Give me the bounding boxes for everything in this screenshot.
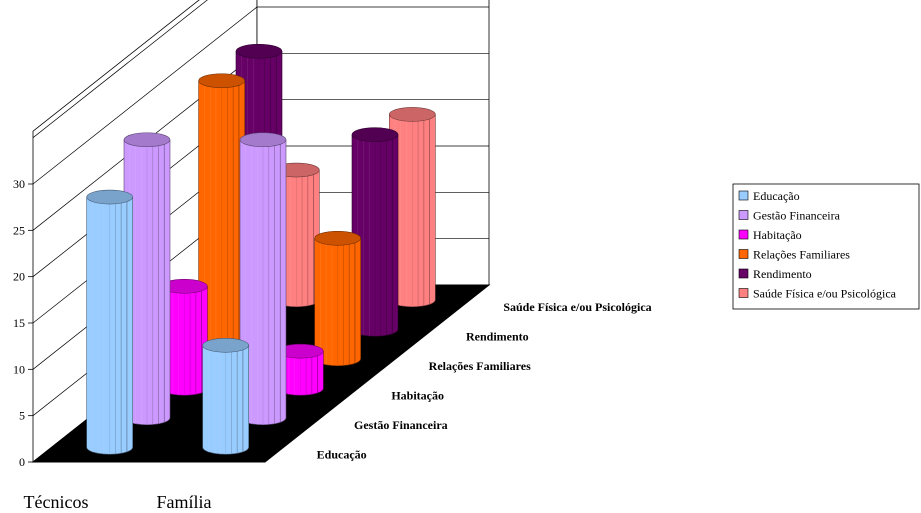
bar	[123, 132, 171, 426]
bar-top	[202, 338, 249, 353]
bar-top	[86, 189, 133, 205]
bar	[202, 338, 249, 455]
series-axis-label: Rendimento	[466, 329, 529, 343]
legend-swatch	[738, 268, 749, 279]
legend-label: Educação	[753, 189, 800, 203]
y-tick-label: 15	[13, 316, 25, 330]
bar	[86, 189, 133, 455]
bar-top	[314, 230, 361, 246]
legend: Educação Gestão Financeira Habitação Relaçõ…	[732, 183, 920, 310]
bar-top	[198, 73, 245, 89]
y-tick-label: 0	[19, 455, 25, 469]
bar-top	[389, 107, 436, 122]
legend-label: Relações Familiares	[753, 248, 850, 262]
y-axis: 0 5 10 15 20 25 30	[13, 177, 33, 469]
bar	[314, 230, 361, 367]
bar	[351, 127, 399, 337]
series-axis-label: Saúde Física e/ou Psicológica	[503, 300, 651, 314]
category-axis: Técnicos Família	[24, 492, 212, 512]
legend-swatch	[738, 288, 749, 298]
legend-label: Habitação	[753, 228, 802, 242]
bar-top	[239, 132, 287, 148]
y-tick-label: 5	[19, 409, 25, 423]
legend-box	[732, 183, 920, 310]
legend-label: Gestão Financeira	[753, 209, 841, 223]
legend-swatch	[738, 190, 749, 201]
bar	[239, 132, 287, 426]
y-tick-label: 20	[13, 270, 25, 284]
category-label: Família	[157, 492, 212, 512]
y-tick-label: 25	[13, 223, 25, 237]
legend-swatch	[738, 210, 749, 220]
legend-swatch	[738, 229, 749, 240]
bar-top	[351, 127, 399, 142]
legend-swatch	[738, 249, 749, 259]
y-tick-label: 30	[13, 177, 25, 191]
bar-top	[235, 43, 283, 59]
bars	[86, 43, 436, 455]
series-axis-label: Relações Familiares	[429, 359, 531, 373]
gridline	[32, 6, 489, 185]
gridline	[32, 0, 208, 138]
series-axis-label: Habitação	[391, 388, 444, 402]
legend-label: Saúde Física e/ou Psicológica	[753, 287, 897, 301]
legend-label: Rendimento	[753, 267, 812, 281]
series-axis: Educação Gestão Financeira Habitação Relaçõ…	[317, 300, 652, 462]
series-axis-label: Educação	[317, 447, 367, 461]
bar-top	[123, 132, 171, 148]
category-label: Técnicos	[24, 492, 89, 512]
series-axis-label: Gestão Financeira	[354, 418, 448, 432]
bar	[198, 73, 245, 367]
y-tick-label: 10	[13, 362, 25, 376]
